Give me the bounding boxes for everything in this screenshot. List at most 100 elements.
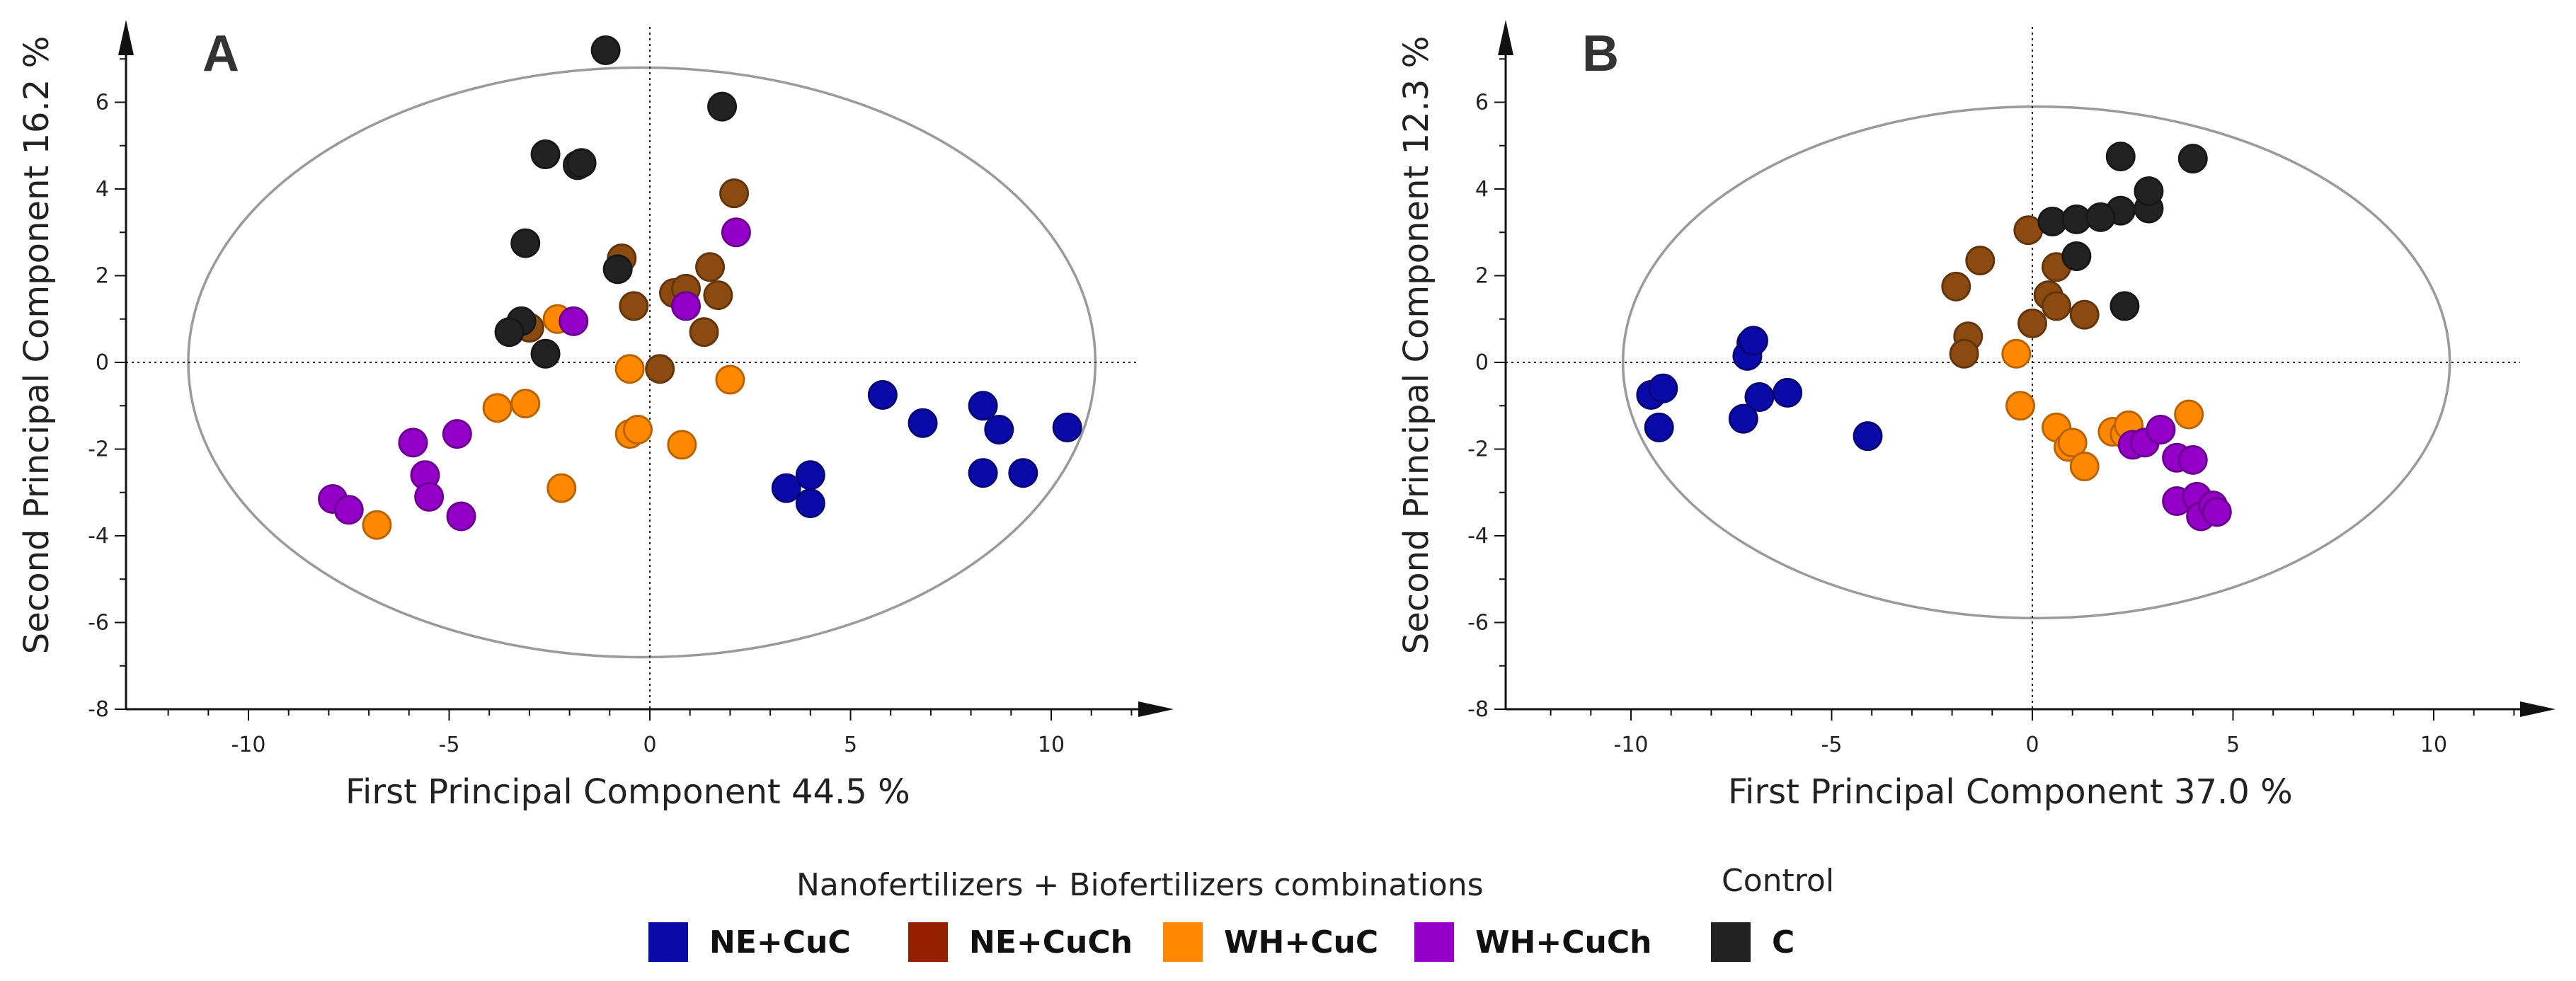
panel-a-point-wh-cuch — [671, 291, 702, 321]
panel-a-point-c — [494, 317, 525, 348]
panel-a-point-ne-cuch — [645, 354, 675, 384]
panel-b-series-ne-cuc — [1636, 326, 1883, 452]
panel-b-point-c — [2085, 202, 2116, 232]
panel-a-point-wh-cuc — [667, 430, 697, 460]
panel-a-y-axis-title: Second Principal Component 16.2 % — [17, 36, 57, 654]
legend-label-ne-cuch: NE+CuCh — [969, 924, 1133, 960]
panel-a-point-ne-cuch — [695, 252, 726, 282]
panel-b-scatter-plot: -10 -5 0 5 10 -8 -6 -4 -2 0 2 4 6 First Principal Com… — [1397, 20, 2555, 812]
panel-b-point-ne-cuc — [1738, 326, 1768, 356]
panel-a-point-ne-cuc — [795, 460, 825, 490]
panel-a-point-ne-cuc — [908, 408, 938, 438]
panel-b-point-wh-cuch — [2177, 444, 2208, 475]
panel-a-point-ne-cuc — [1052, 412, 1082, 442]
panel-a-label: A — [202, 25, 239, 82]
panel-b-y-tick-label: 4 — [1475, 177, 1489, 202]
panel-a-x-tick-label: -5 — [439, 733, 460, 757]
panel-a-scatter-plot: -10 -5 0 5 10 -8 -6 -4 -2 0 2 4 6 First Principal Com… — [17, 20, 1174, 812]
panel-a-y-tick-label: -6 — [88, 611, 109, 636]
panel-a-point-ne-cuc — [968, 458, 998, 488]
panel-b-point-c — [2177, 144, 2208, 174]
panel-b-point-c — [2134, 176, 2164, 207]
panel-a-point-c — [530, 139, 561, 169]
panel-a-point-ne-cuc — [771, 473, 801, 503]
panel-b-confidence-ellipse — [1621, 105, 2451, 620]
legend-label-control: C — [1772, 924, 1795, 960]
panel-a-point-wh-cuch — [446, 501, 476, 532]
panel-a-point-wh-cuch — [398, 428, 428, 458]
panel-b-y-tick-label: 6 — [1475, 91, 1489, 115]
panel-b-point-ne-cuch — [2017, 308, 2047, 338]
panel-a-point-ne-cuc — [984, 414, 1014, 444]
panel-b-x-tick-label: 10 — [2420, 733, 2447, 757]
panel-b-series-wh-cuch — [2117, 414, 2232, 532]
panel-a-x-tick-label: 5 — [844, 733, 857, 757]
panel-b-x-axis-title: First Principal Component 37.0 % — [1728, 772, 2293, 812]
panel-b-point-wh-cuch — [2202, 497, 2232, 527]
panel-a-series-wh-cuc — [362, 304, 745, 540]
panel-a-point-wh-cuch — [414, 481, 445, 512]
panel-a-y-tick-label: 0 — [96, 350, 109, 375]
panel-b-point-ne-cuc — [1644, 412, 1674, 442]
panel-b-point-wh-cuch — [2146, 414, 2176, 444]
legend-swatch-ne-cuch — [908, 922, 948, 962]
panel-b-point-c — [2061, 241, 2092, 271]
panel-a-y-tick-label: -8 — [88, 697, 109, 722]
panel-b-point-ne-cuc — [1648, 373, 1678, 403]
panel-b-y-tick-label: -6 — [1467, 611, 1489, 636]
legend-label-wh-cuch: WH+CuCh — [1475, 924, 1652, 960]
panel-b-point-ne-cuc — [1744, 382, 1775, 412]
panel-a-point-c — [602, 254, 633, 285]
panel-a-point-wh-cuc — [622, 414, 653, 444]
panel-b-point-c — [2105, 142, 2136, 172]
panel-a-point-wh-cuc — [510, 389, 541, 419]
panel-a-y-tick-label: -2 — [88, 437, 109, 462]
panel-a-point-ne-cuc — [968, 391, 998, 421]
legend-label-wh-cuc: WH+CuC — [1224, 924, 1379, 960]
panel-b-point-wh-cuc — [2001, 338, 2032, 369]
panel-a-point-ne-cuc — [1008, 458, 1038, 488]
panel-b-y-tick-label: -2 — [1467, 437, 1489, 462]
panel-a-point-c — [590, 35, 621, 65]
panel-b-point-ne-cuc — [1773, 377, 1803, 408]
legend-item-wh-cuc: WH+CuC — [1163, 921, 1378, 963]
legend-control-heading: Control — [1722, 863, 1835, 899]
panel-b-y-tick-label: -8 — [1467, 697, 1489, 722]
panel-a-point-ne-cuc — [867, 379, 898, 410]
panel-b-x-axis-arrow — [2520, 701, 2555, 717]
panel-a-x-axis-title: First Principal Component 44.5 % — [345, 772, 910, 812]
panel-a-point-ne-cuc — [795, 488, 825, 519]
panel-a-point-ne-cuch — [619, 291, 649, 321]
panel-b-x-tick-label: -5 — [1821, 733, 1843, 757]
legend-swatch-control — [1711, 922, 1751, 962]
panel-b-x-tick-label: -10 — [1614, 733, 1649, 757]
panel-a-series-c — [494, 35, 738, 369]
panel-b-y-tick-label: 0 — [1475, 350, 1489, 375]
panel-a-x-tick-label: -10 — [231, 733, 266, 757]
legend-item-ne-cuc: NE+CuC — [648, 921, 851, 963]
legend-swatch-ne-cuc — [648, 922, 688, 962]
panel-b-point-ne-cuch — [1941, 271, 1971, 302]
panel-a-point-wh-cuch — [559, 306, 589, 336]
panel-b-point-c — [2110, 291, 2140, 321]
legend-label-ne-cuc: NE+CuC — [709, 924, 851, 960]
panel-a-point-wh-cuc — [362, 510, 392, 540]
legend-combinations-heading: Nanofertilizers + Biofertilizers combina… — [796, 867, 1484, 903]
panel-a-point-ne-cuch — [719, 178, 750, 209]
panel-a-point-c — [530, 338, 561, 369]
panel-b-point-ne-cuch — [1949, 338, 1979, 369]
panel-b-point-wh-cuc — [2174, 399, 2204, 430]
panel-a-point-c — [707, 91, 738, 122]
panel-a-y-tick-label: 4 — [96, 177, 109, 202]
panel-b-y-tick-label: -4 — [1467, 524, 1489, 549]
panel-b-x-tick-label: 0 — [2025, 733, 2039, 757]
panel-a-y-tick-label: -4 — [88, 524, 109, 549]
legend-swatch-wh-cuch — [1414, 922, 1454, 962]
panel-a-point-wh-cuch — [333, 495, 364, 525]
panel-a-point-wh-cuch — [442, 419, 472, 449]
panel-a-x-tick-label: 0 — [643, 733, 656, 757]
panel-b-point-ne-cuc — [1728, 403, 1758, 434]
panel-a-point-wh-cuc — [546, 473, 577, 503]
panel-b-x-tick-label: 5 — [2226, 733, 2240, 757]
